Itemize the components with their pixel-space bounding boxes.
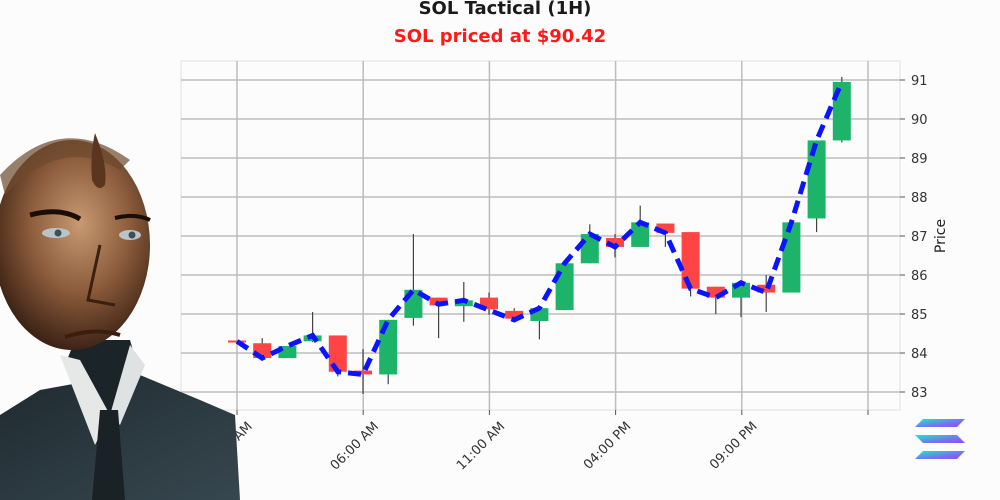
y-tick-label: 86: [911, 269, 928, 284]
y-tick-label: 87: [911, 230, 928, 245]
solana-logo-icon: [915, 419, 965, 459]
candle-down: [354, 370, 372, 375]
y-tick-label: 84: [911, 347, 928, 362]
candle-down: [606, 237, 624, 247]
x-tick-label: 06:00 AM: [328, 419, 382, 473]
y-axis: 83 84 85 86 87 88 89 90 91: [900, 74, 928, 401]
candle-up: [807, 140, 826, 219]
y-tick-label: 91: [911, 74, 928, 89]
chart-title: SOL Tactical (1H): [418, 0, 592, 19]
candle-up: [454, 300, 473, 307]
y-tick-label: 88: [911, 191, 928, 206]
candle-up: [631, 222, 650, 247]
price-subtitle: SOL priced at $90.42: [393, 26, 607, 47]
android-businessman-avatar: [0, 133, 240, 500]
y-tick-label: 83: [911, 386, 928, 401]
y-axis-label: Price: [933, 219, 949, 253]
candle-down: [706, 286, 725, 298]
candle-down: [480, 297, 498, 310]
candles: [228, 76, 851, 394]
y-tick-label: 90: [911, 113, 928, 128]
x-tick-label: 09:00 PM: [707, 419, 760, 472]
candle-down: [328, 335, 347, 372]
close-price-dashed-line: [235, 80, 845, 378]
y-tick-label: 85: [911, 308, 928, 323]
y-tick-label: 89: [911, 152, 928, 167]
x-tick-label: 04:00 PM: [581, 419, 634, 472]
candle-down: [681, 232, 700, 289]
candle-down: [757, 284, 776, 293]
candle-up: [782, 222, 801, 293]
candle-down: [505, 310, 524, 319]
x-tick-label: 11:00 AM: [454, 419, 508, 473]
candle-down: [656, 223, 675, 233]
